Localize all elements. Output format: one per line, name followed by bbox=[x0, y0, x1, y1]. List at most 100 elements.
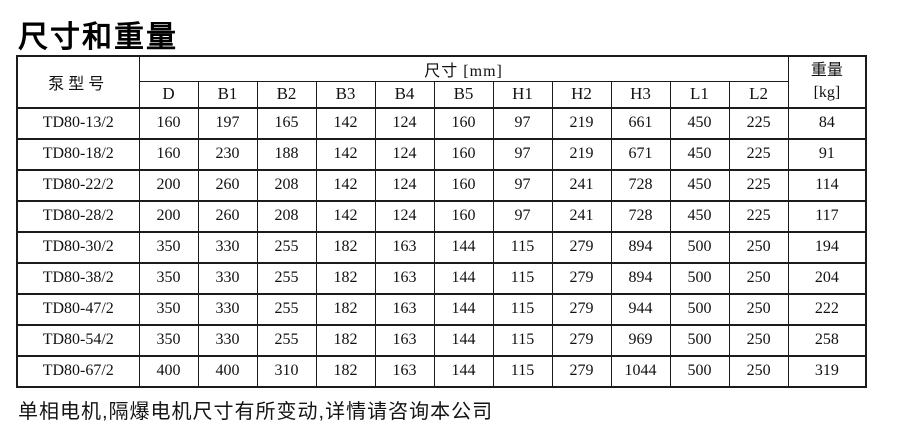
weight-cell: 258 bbox=[787, 323, 867, 357]
dimension-cell-d: 200 bbox=[138, 199, 199, 233]
dimension-cell-b5: 144 bbox=[433, 230, 494, 264]
col-header-b5: B5 bbox=[433, 81, 494, 109]
dimension-cell-b4: 124 bbox=[374, 137, 435, 171]
weight-header-line1: 重量 bbox=[810, 62, 843, 80]
dimension-cell-b3: 182 bbox=[315, 261, 376, 295]
dimension-cell-b3: 142 bbox=[315, 137, 376, 171]
dimension-cell-d: 160 bbox=[138, 137, 199, 171]
col-header-b1: B1 bbox=[197, 81, 258, 109]
dimension-cell-l2: 250 bbox=[728, 292, 789, 326]
dimension-cell-b1: 230 bbox=[197, 137, 258, 171]
pump-model-cell: TD80-22/2 bbox=[16, 168, 140, 202]
dimension-cell-l1: 450 bbox=[669, 137, 730, 171]
dimension-cell-b3: 182 bbox=[315, 323, 376, 357]
dimension-cell-b5: 160 bbox=[433, 199, 494, 233]
dimension-cell-b1: 330 bbox=[197, 323, 258, 357]
dimension-cell-b5: 144 bbox=[433, 354, 494, 388]
dimension-cell-h1: 115 bbox=[492, 261, 553, 295]
table-row: TD80-18/2 160 230 188 142 124 160 97 219 671 450 22… bbox=[16, 137, 867, 171]
dimension-cell-h2: 279 bbox=[551, 354, 612, 388]
weight-cell: 194 bbox=[787, 230, 867, 264]
dimension-cell-l1: 500 bbox=[669, 323, 730, 357]
dimension-cell-h3: 1044 bbox=[610, 354, 671, 388]
dimension-cell-b5: 144 bbox=[433, 292, 494, 326]
dimension-cell-b2: 208 bbox=[256, 199, 317, 233]
dimension-cell-h3: 894 bbox=[610, 230, 671, 264]
dimension-cell-h3: 661 bbox=[610, 106, 671, 140]
col-header-weight-kg: 重量 [kg] bbox=[787, 55, 867, 109]
pump-model-cell: TD80-30/2 bbox=[16, 230, 140, 264]
dimension-cell-d: 350 bbox=[138, 323, 199, 357]
table-row: TD80-67/2 400 400 310 182 163 144 115 279 1044 500… bbox=[16, 354, 867, 388]
dimension-cell-b4: 163 bbox=[374, 230, 435, 264]
dimension-cell-h3: 728 bbox=[610, 199, 671, 233]
pump-model-cell: TD80-47/2 bbox=[16, 292, 140, 326]
dimension-cell-l2: 250 bbox=[728, 323, 789, 357]
dimension-cell-b4: 163 bbox=[374, 323, 435, 357]
col-header-dimensions-mm: 尺寸 [mm] bbox=[138, 55, 789, 82]
dimension-cell-h1: 115 bbox=[492, 323, 553, 357]
dimension-cell-b5: 144 bbox=[433, 261, 494, 295]
dimension-cell-h3: 671 bbox=[610, 137, 671, 171]
weight-cell: 117 bbox=[787, 199, 867, 233]
dimension-cell-h1: 115 bbox=[492, 354, 553, 388]
dimension-cell-l1: 500 bbox=[669, 230, 730, 264]
dimension-cell-d: 400 bbox=[138, 354, 199, 388]
dimension-cell-h1: 115 bbox=[492, 230, 553, 264]
dimension-cell-b3: 182 bbox=[315, 354, 376, 388]
dimension-cell-h2: 279 bbox=[551, 323, 612, 357]
dimension-cell-h2: 219 bbox=[551, 137, 612, 171]
pump-model-cell: TD80-67/2 bbox=[16, 354, 140, 388]
dimension-cell-b5: 160 bbox=[433, 168, 494, 202]
table-header-row-dimension-letters: D B1 B2 B3 B4 B5 H1 H2 H3 L1 L2 bbox=[17, 81, 866, 109]
table-row: TD80-30/2 350 330 255 182 163 144 115 279 894 500 2… bbox=[16, 230, 867, 264]
dimension-cell-l2: 250 bbox=[728, 354, 789, 388]
table-body: TD80-13/2 160 197 165 142 124 160 97 219 661 450 22… bbox=[16, 106, 867, 388]
dimension-cell-b2: 255 bbox=[256, 230, 317, 264]
col-header-b4: B4 bbox=[374, 81, 435, 109]
dimension-cell-l1: 450 bbox=[669, 168, 730, 202]
weight-cell: 114 bbox=[787, 168, 867, 202]
dimension-cell-h3: 728 bbox=[610, 168, 671, 202]
table-row: TD80-54/2 350 330 255 182 163 144 115 279 969 500 2… bbox=[16, 323, 867, 357]
dimension-cell-b1: 400 bbox=[197, 354, 258, 388]
dimension-cell-l1: 500 bbox=[669, 354, 730, 388]
dimension-cell-l1: 450 bbox=[669, 106, 730, 140]
col-header-pump-model: 泵型号 bbox=[16, 55, 140, 109]
dimension-cell-b3: 142 bbox=[315, 199, 376, 233]
dimension-cell-b4: 124 bbox=[374, 106, 435, 140]
dimension-cell-h1: 97 bbox=[492, 106, 553, 140]
dimension-cell-d: 160 bbox=[138, 106, 199, 140]
col-header-b2: B2 bbox=[256, 81, 317, 109]
dimension-cell-b1: 260 bbox=[197, 168, 258, 202]
dimension-cell-b1: 197 bbox=[197, 106, 258, 140]
dimension-cell-h3: 969 bbox=[610, 323, 671, 357]
dimension-cell-b3: 142 bbox=[315, 106, 376, 140]
dimension-cell-h2: 219 bbox=[551, 106, 612, 140]
weight-cell: 204 bbox=[787, 261, 867, 295]
dimension-cell-l2: 250 bbox=[728, 230, 789, 264]
dimension-cell-h1: 97 bbox=[492, 199, 553, 233]
table-header: 泵型号 尺寸 [mm] 重量 [kg] D B1 B2 B3 B4 B5 H1 H2 H3 L1 L… bbox=[16, 55, 867, 109]
dimension-cell-d: 350 bbox=[138, 261, 199, 295]
dimension-cell-b4: 163 bbox=[374, 261, 435, 295]
dimension-cell-b3: 182 bbox=[315, 292, 376, 326]
dimension-cell-b3: 182 bbox=[315, 230, 376, 264]
footnote: 单相电机,隔爆电机尺寸有所变动,详情请咨询本公司 bbox=[18, 401, 494, 423]
pump-model-cell: TD80-38/2 bbox=[16, 261, 140, 295]
weight-cell: 319 bbox=[787, 354, 867, 388]
dimension-cell-b4: 124 bbox=[374, 199, 435, 233]
dimension-cell-b4: 163 bbox=[374, 354, 435, 388]
dimension-cell-l2: 225 bbox=[728, 137, 789, 171]
dimension-cell-b1: 260 bbox=[197, 199, 258, 233]
pump-model-cell: TD80-54/2 bbox=[16, 323, 140, 357]
col-header-h2: H2 bbox=[551, 81, 612, 109]
col-header-d: D bbox=[138, 81, 199, 109]
dimension-cell-b1: 330 bbox=[197, 230, 258, 264]
dimension-cell-h2: 279 bbox=[551, 261, 612, 295]
col-header-b3: B3 bbox=[315, 81, 376, 109]
weight-cell: 84 bbox=[787, 106, 867, 140]
dimension-cell-h1: 115 bbox=[492, 292, 553, 326]
pump-model-cell: TD80-13/2 bbox=[16, 106, 140, 140]
